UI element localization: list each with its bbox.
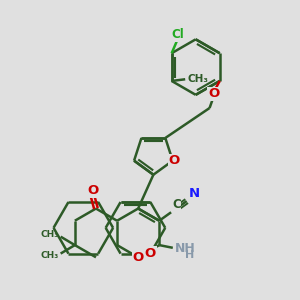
Text: CH₃: CH₃ [188, 74, 208, 84]
Text: O: O [208, 87, 219, 100]
Text: O: O [169, 154, 180, 167]
Text: N: N [189, 187, 200, 200]
Text: CH₃: CH₃ [40, 230, 58, 239]
Text: C: C [172, 198, 181, 211]
Text: H: H [185, 250, 195, 260]
Text: CH₃: CH₃ [40, 251, 58, 260]
Text: NH: NH [175, 242, 195, 255]
Text: O: O [87, 184, 98, 197]
Text: O: O [145, 247, 156, 260]
Text: O: O [133, 251, 144, 264]
Text: Cl: Cl [171, 28, 184, 41]
